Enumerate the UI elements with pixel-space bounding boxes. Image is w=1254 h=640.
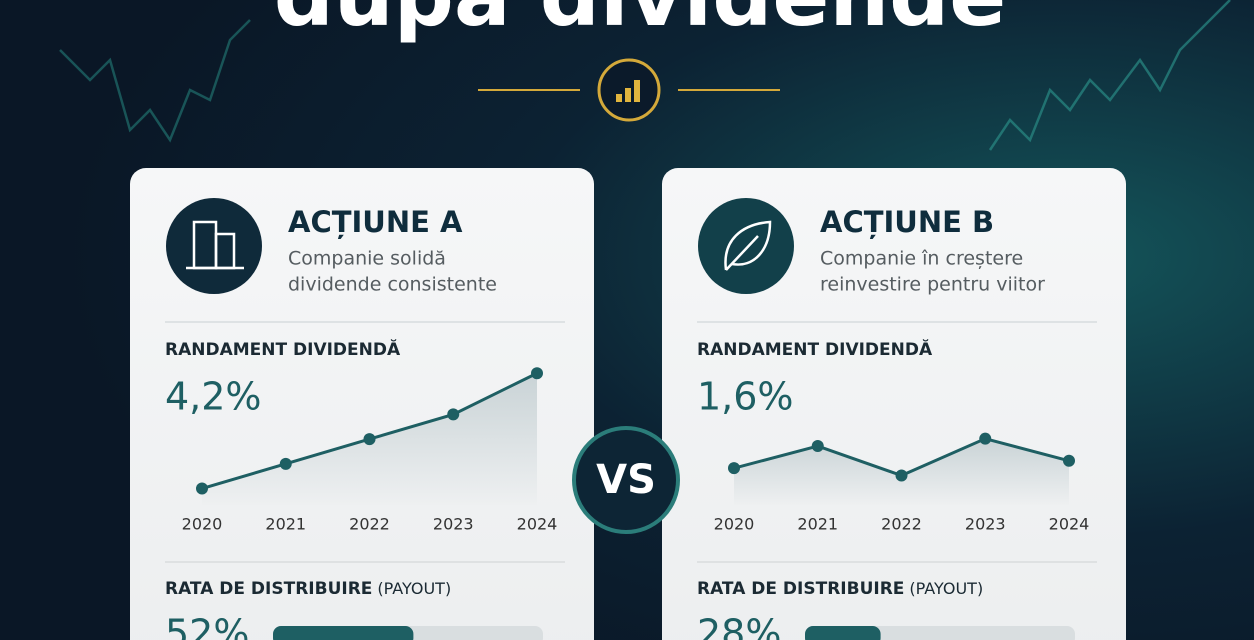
payout-note: (PAYOUT)	[377, 579, 451, 598]
yield-label: RANDAMENT DIVIDENDĂ	[697, 338, 933, 360]
card-subtitle: dividende consistente	[288, 274, 497, 296]
decor-line	[59, 19, 251, 143]
payout-label: RATA DE DISTRIBUIRE (PAYOUT)	[697, 579, 983, 600]
yield-point	[811, 440, 824, 453]
year-label: 2022	[349, 515, 390, 534]
card-icon	[698, 198, 794, 294]
yield-value: 4,2%	[165, 375, 262, 419]
year-label: 2024	[1049, 515, 1090, 534]
leaf-icon	[724, 220, 772, 271]
payout-note: (PAYOUT)	[909, 579, 983, 598]
card-subtitle: Companie solidă	[288, 248, 446, 270]
yield-point	[979, 432, 992, 445]
yield-point	[728, 462, 740, 475]
cards: ACȚIUNE A Companie solidă dividende consis…	[130, 168, 1126, 640]
card: ACȚIUNE A Companie solidă dividende consis…	[130, 168, 594, 640]
bar-icon	[616, 80, 640, 102]
year-label: 2020	[714, 515, 755, 534]
title: după dividende	[274, 0, 1006, 45]
yield-point	[895, 469, 908, 482]
yield-point	[447, 408, 460, 421]
yield-label: RANDAMENT DIVIDENDĂ	[165, 338, 401, 360]
card: ACȚIUNE B Companie în creștere reinvestire…	[662, 168, 1126, 640]
vs-badge	[572, 426, 680, 534]
payout-label-main: RATA DE DISTRIBUIRE	[697, 579, 904, 599]
card-title: ACȚIUNE A	[288, 205, 463, 239]
payout-value: 28%	[697, 612, 781, 640]
card-subtitle: reinvestire pentru viitor	[820, 274, 1045, 296]
payout-value: 52%	[165, 612, 249, 640]
year-label: 2023	[433, 515, 474, 534]
leaf	[724, 220, 772, 271]
payout-bar	[805, 626, 881, 640]
yield-point	[279, 457, 292, 470]
year-label: 2021	[265, 515, 306, 534]
payout-label: RATA DE DISTRIBUIRE (PAYOUT)	[165, 579, 451, 600]
payout-label-main: RATA DE DISTRIBUIRE	[165, 579, 372, 599]
year-label: 2022	[881, 515, 922, 534]
chart-area	[734, 438, 1069, 505]
building-icon	[186, 220, 244, 270]
yield-value: 1,6%	[697, 375, 794, 419]
yield-point	[363, 433, 376, 446]
decor-line	[988, 0, 1231, 151]
yield-point	[196, 482, 208, 495]
card-subtitle: Companie în creștere	[820, 248, 1023, 270]
yield-point	[1063, 454, 1075, 467]
year-label: 2023	[965, 515, 1006, 534]
card-icon	[166, 198, 262, 294]
year-label: 2021	[797, 515, 838, 534]
year-label: 2024	[517, 515, 558, 534]
payout-bar	[273, 626, 414, 640]
year-label: 2020	[182, 515, 223, 534]
card-bg	[662, 168, 1126, 640]
card-bg	[130, 168, 594, 640]
vs-text: VS	[596, 457, 656, 503]
yield-point	[531, 367, 543, 380]
card-title: ACȚIUNE B	[820, 205, 994, 239]
